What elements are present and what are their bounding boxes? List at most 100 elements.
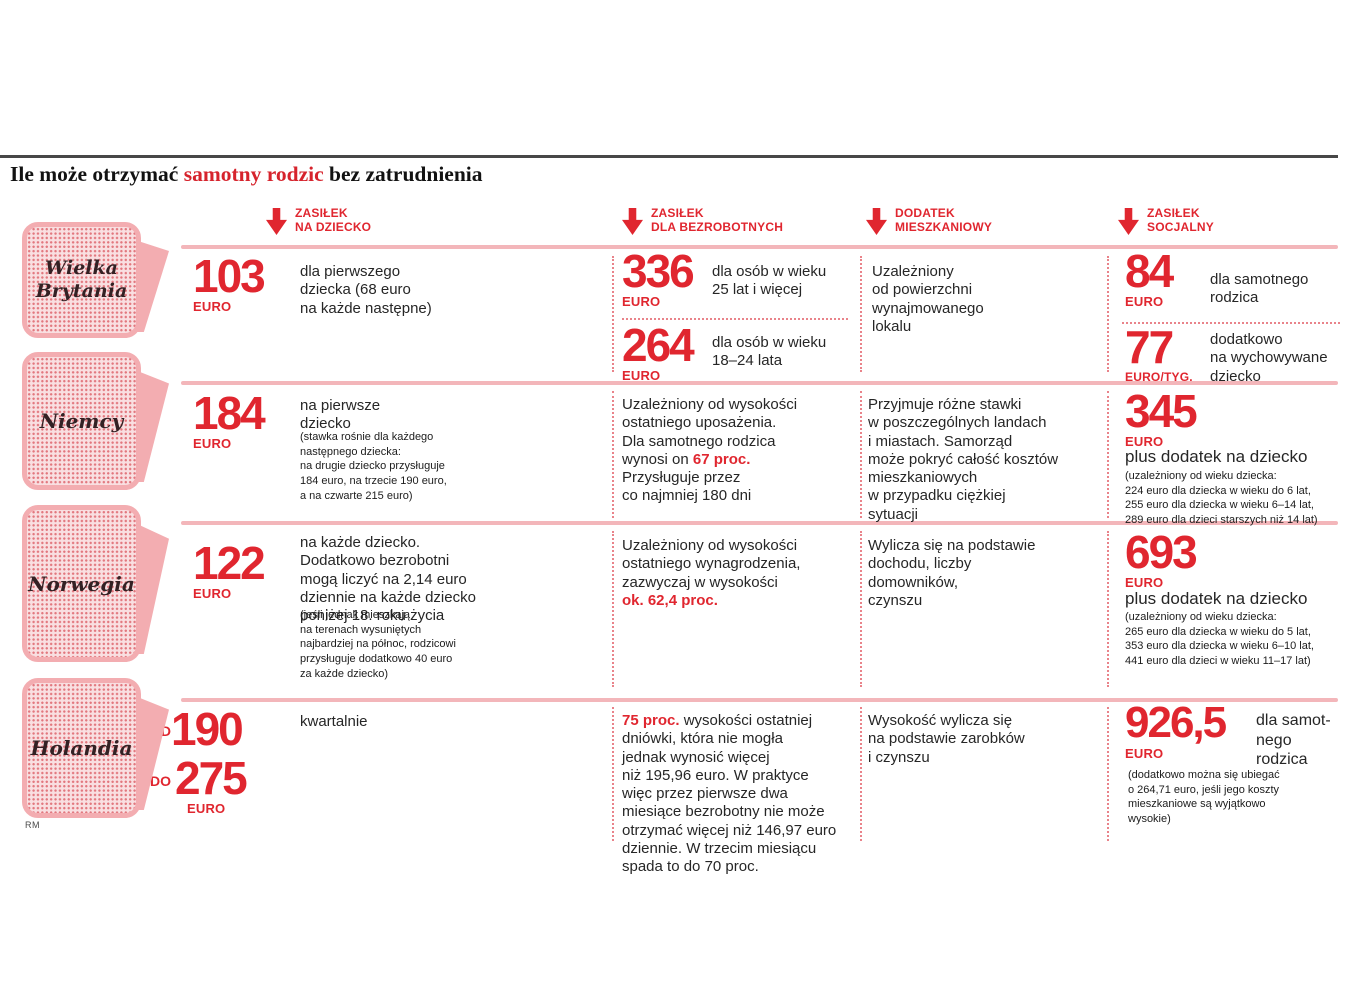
column-separator — [860, 391, 862, 518]
amount-value: 275 — [175, 752, 248, 804]
nl-child-benefit-desc: kwartalnie — [300, 713, 368, 730]
down-arrow-icon — [866, 208, 887, 235]
uk-unemployment-25plus-amount: 336 EURO — [622, 245, 695, 310]
amount-value: 693 — [1125, 526, 1198, 578]
page-title: Ile może otrzymać samotny rodzic bez zat… — [10, 162, 483, 187]
country-label: Niemcy — [39, 409, 124, 433]
highlight-percentage: 75 proc. — [622, 712, 680, 729]
amount-unit: EURO — [1125, 434, 1164, 450]
text-segment: Uzależniony od wysokości ostatniego wyna… — [622, 537, 801, 591]
header-line-2: SOCJALNY — [1147, 220, 1214, 235]
highlight-percentage: 67 proc. — [692, 450, 751, 468]
title-highlight: samotny rodzic — [183, 162, 324, 186]
entry-divider — [1122, 322, 1340, 324]
header-line-2: NA DZIECKO — [295, 220, 372, 235]
country-chip-niemcy: Niemcy — [22, 352, 141, 490]
header-line-1: DODATEK — [895, 206, 955, 220]
column-separator — [612, 391, 614, 518]
country-chip-norwegia: Norwegia — [22, 505, 141, 662]
column-header-label: ZASIŁEK NA DZIECKO — [295, 206, 371, 235]
amount-value: 84 — [1125, 245, 1174, 297]
column-separator — [1107, 531, 1109, 687]
header-line-1: ZASIŁEK — [295, 206, 348, 220]
amount-unit: EURO — [193, 299, 232, 315]
header-line-2: MIESZKANIOWY — [895, 220, 993, 235]
column-separator — [1107, 707, 1109, 841]
top-divider-rule — [0, 155, 1338, 158]
amount-value: 190 — [171, 703, 244, 755]
de-social-desc: plus dodatek na dziecko — [1125, 447, 1308, 466]
column-header-social-benefit: ZASIŁEK SOCJALNY — [1118, 206, 1214, 235]
nl-social-desc: dla samot- nego rodzica — [1256, 712, 1331, 769]
nl-child-benefit-amount-from: 190 — [171, 703, 244, 755]
no-social-note: (uzależniony od wieku dziecka: 265 euro … — [1125, 611, 1314, 668]
country-label: Holandia — [30, 736, 133, 760]
title-part-2: bez zatrudnienia — [323, 162, 483, 186]
entry-divider — [622, 318, 848, 320]
text-segment: Przysługuje przez co najmniej 180 dni — [622, 469, 752, 505]
row-rule-germany — [181, 381, 1338, 385]
amount-value: 926,5 — [1125, 698, 1227, 747]
column-separator — [1107, 391, 1109, 518]
uk-unemployment-18-24-desc: dla osób w wieku 18–24 lata — [712, 334, 827, 370]
header-line-1: ZASIŁEK — [651, 206, 704, 220]
amount-unit: EURO — [187, 801, 226, 817]
title-part-1: Ile może otrzymać — [10, 162, 184, 186]
down-arrow-icon — [622, 208, 643, 235]
column-header-housing-allowance: DODATEK MIESZKANIOWY — [866, 206, 992, 235]
nl-social-note: (dodatkowo można się ubiegać o 264,71 eu… — [1128, 769, 1280, 826]
author-credit: RM — [25, 820, 40, 830]
no-social-amount: 693 EURO — [1125, 526, 1198, 591]
amount-value: 184 — [193, 387, 266, 439]
amount-value: 103 — [193, 250, 266, 302]
column-header-unemployment-benefit: ZASIŁEK DLA BEZROBOTNYCH — [622, 206, 783, 235]
column-header-label: DODATEK MIESZKANIOWY — [895, 206, 992, 235]
column-header-label: ZASIŁEK DLA BEZROBOTNYCH — [651, 206, 783, 235]
de-unemployment-text: Uzależniony od wysokości ostatniego upos… — [622, 396, 797, 506]
country-label: Norwegia — [28, 571, 135, 596]
amount-unit: EURO — [193, 586, 232, 602]
amount-value: 77 — [1125, 321, 1174, 373]
amount-value: 264 — [622, 319, 695, 371]
amount-value: 336 — [622, 245, 695, 297]
no-child-benefit-note: (jeśli jednak mieszkają na terenach wysu… — [300, 609, 456, 680]
text-segment: wysokości ostatniej dniówki, która nie m… — [622, 712, 837, 876]
amount-unit: EURO — [1125, 745, 1164, 761]
nl-housing-text: Wysokość wylicza się na podstawie zarobk… — [868, 712, 1025, 766]
uk-unemployment-25plus-desc: dla osób w wieku 25 lat i więcej — [712, 263, 827, 299]
amount-unit: EURO — [193, 436, 232, 452]
uk-social-weekly-amount: 77 EURO/TYG. — [1125, 321, 1193, 385]
column-separator — [860, 707, 862, 841]
text-segment: Uzależniony od wysokości ostatniego upos… — [622, 396, 798, 468]
amount-unit: EURO — [622, 368, 661, 384]
nl-social-amount: 926,5 EURO — [1125, 698, 1227, 761]
amount-value: 345 — [1125, 385, 1198, 437]
row-rule-uk — [181, 245, 1338, 249]
country-chip-holandia: Holandia — [22, 678, 141, 818]
column-separator — [612, 256, 614, 372]
de-housing-text: Przyjmuje różne stawki w poszczególnych … — [868, 396, 1059, 523]
column-separator — [612, 531, 614, 687]
amount-unit: EURO — [1125, 575, 1164, 591]
uk-social-desc: dla samotnego rodzica — [1210, 271, 1309, 307]
column-separator — [860, 256, 862, 372]
column-header-label: ZASIŁEK SOCJALNY — [1147, 206, 1214, 235]
amount-unit: EURO/TYG. — [1125, 370, 1193, 385]
column-separator — [1107, 256, 1109, 372]
highlight-percentage: ok. 62,4 proc. — [622, 591, 718, 609]
nl-child-benefit-amount-to: 275 EURO — [175, 752, 248, 817]
uk-housing-text: Uzależniony od powierzchni wynajmowanego… — [872, 263, 984, 335]
country-label: Wielka Brytania — [35, 257, 128, 302]
uk-child-benefit-amount: 103 EURO — [193, 250, 266, 315]
nl-unemployment-text: 75 proc. wysokości ostatniej dniówki, kt… — [622, 712, 836, 877]
uk-child-benefit-desc: dla pierwszego dziecka (68 euro na każde… — [300, 263, 432, 317]
header-line-1: ZASIŁEK — [1147, 206, 1200, 220]
no-child-benefit-desc: na każde dziecko. Dodatkowo bezrobotni m… — [300, 534, 476, 625]
row-rule-netherlands — [181, 698, 1338, 702]
de-social-amount: 345 EURO — [1125, 385, 1198, 450]
de-child-benefit-desc: na pierwsze dziecko — [300, 397, 381, 433]
country-chip-wielka-brytania: Wielka Brytania — [22, 222, 141, 338]
nl-to-label: DO — [150, 773, 171, 789]
de-child-benefit-note: (stawka rośnie dla każdego następnego dz… — [300, 431, 447, 502]
